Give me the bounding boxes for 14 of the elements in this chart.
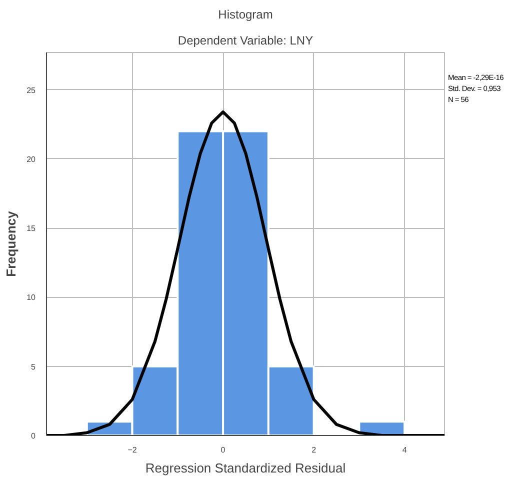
x-tick-label: −2	[128, 446, 138, 454]
chart-subtitle: Dependent Variable: LNY	[178, 34, 314, 48]
y-tick-label: 15	[26, 224, 36, 234]
chart-title: Histogram	[218, 8, 273, 22]
y-tick-label: 20	[26, 154, 36, 164]
y-tick-label: 25	[26, 86, 36, 95]
x-tick-label: 4	[402, 446, 408, 454]
x-tick-label: 0	[220, 446, 226, 454]
x-axis-title: Regression Standardized Residual	[145, 460, 346, 476]
y-tick-label: 5	[31, 362, 36, 372]
x-tick-label: 2	[312, 446, 317, 454]
y-tick-label: 0	[31, 432, 36, 440]
y-axis-title: Frequency	[4, 210, 19, 277]
y-tick-label: 10	[26, 293, 36, 302]
